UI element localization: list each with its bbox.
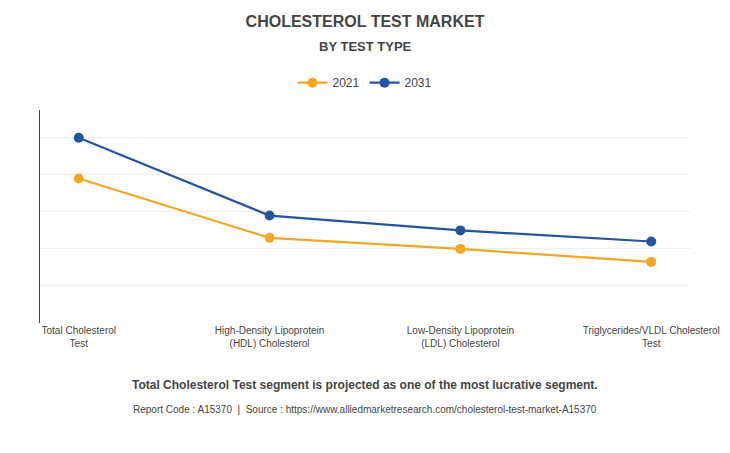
svg-text:BY TEST TYPE: BY TEST TYPE [319, 39, 412, 54]
svg-text:CHOLESTEROL TEST MARKET: CHOLESTEROL TEST MARKET [246, 13, 485, 30]
svg-text:Report Code : A15370 | Sourc: Report Code : A15370 | Source : https://… [133, 404, 597, 415]
svg-text:High-Density Lipoprotein(HDL): High-Density Lipoprotein(HDL) Cholestero… [215, 325, 325, 349]
svg-text:Low-Density Lipoprotein(LDL) C: Low-Density Lipoprotein(LDL) Cholesterol [407, 325, 514, 349]
svg-text:2031: 2031 [405, 76, 432, 90]
svg-text:Total CholesterolTest: Total CholesterolTest [42, 325, 116, 349]
svg-text:Total Cholesterol Test segment: Total Cholesterol Test segment is projec… [132, 378, 598, 392]
svg-text:2021: 2021 [333, 76, 360, 90]
svg-text:Triglycerides/VLDL Cholesterol: Triglycerides/VLDL CholesterolTest [583, 325, 720, 349]
